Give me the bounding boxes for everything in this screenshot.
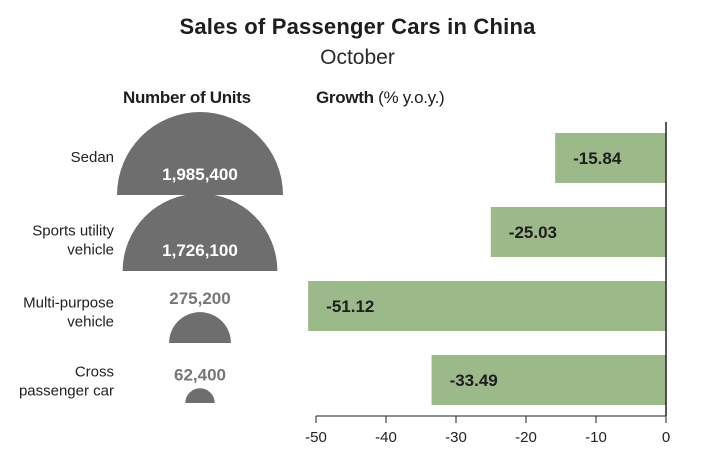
category-label: Sedan <box>71 149 114 166</box>
x-tick-label: -30 <box>445 429 467 446</box>
growth-value-label: -25.03 <box>509 223 557 242</box>
growth-bar <box>308 281 666 331</box>
chart-title: Sales of Passenger Cars in China <box>179 14 536 39</box>
x-tick-label: -50 <box>305 429 327 446</box>
growth-value-label: -33.49 <box>450 371 498 390</box>
category-label: passenger car <box>19 383 114 400</box>
growth-bar <box>431 355 666 405</box>
units-value-label: 62,400 <box>174 365 226 384</box>
growth-header-light: (% y.o.y.) <box>378 88 445 107</box>
units-semicircle <box>122 193 278 271</box>
category-label: Sports utility <box>32 223 114 240</box>
growth-value-label: -51.12 <box>326 297 374 316</box>
units-header: Number of Units <box>123 88 251 107</box>
x-tick-label: 0 <box>662 429 670 446</box>
x-tick-label: -20 <box>515 429 537 446</box>
category-label: vehicle <box>67 242 114 259</box>
growth-bar <box>555 133 666 183</box>
units-value-label: 1,985,400 <box>162 165 238 184</box>
units-semicircle <box>117 112 283 195</box>
category-label: Cross <box>75 364 114 381</box>
x-tick-label: -40 <box>375 429 397 446</box>
growth-header-bold: Growth <box>316 88 374 107</box>
category-label: Multi-purpose <box>23 295 114 312</box>
growth-value-label: -15.84 <box>573 149 622 168</box>
category-label: vehicle <box>67 314 114 331</box>
x-tick-label: -10 <box>585 429 607 446</box>
chart-subtitle: October <box>320 46 395 69</box>
growth-bar <box>490 207 666 257</box>
growth-header: Growth (% y.o.y.) <box>316 88 445 108</box>
units-value-label: 275,200 <box>169 289 230 308</box>
units-value-label: 1,726,100 <box>162 241 238 260</box>
units-semicircle <box>169 312 231 343</box>
units-semicircle <box>185 388 215 403</box>
